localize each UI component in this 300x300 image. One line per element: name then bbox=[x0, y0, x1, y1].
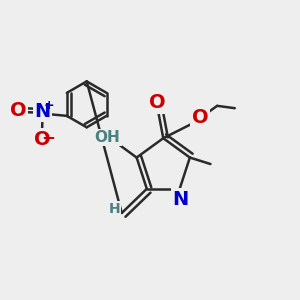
Text: OH: OH bbox=[94, 130, 120, 145]
Text: N: N bbox=[34, 102, 51, 121]
Text: −: − bbox=[42, 128, 56, 146]
Text: O: O bbox=[34, 130, 50, 148]
Text: +: + bbox=[43, 99, 54, 112]
Text: H: H bbox=[108, 202, 120, 216]
Text: N: N bbox=[172, 190, 188, 208]
Text: O: O bbox=[192, 108, 208, 127]
Text: O: O bbox=[10, 101, 26, 120]
Text: O: O bbox=[149, 93, 165, 112]
